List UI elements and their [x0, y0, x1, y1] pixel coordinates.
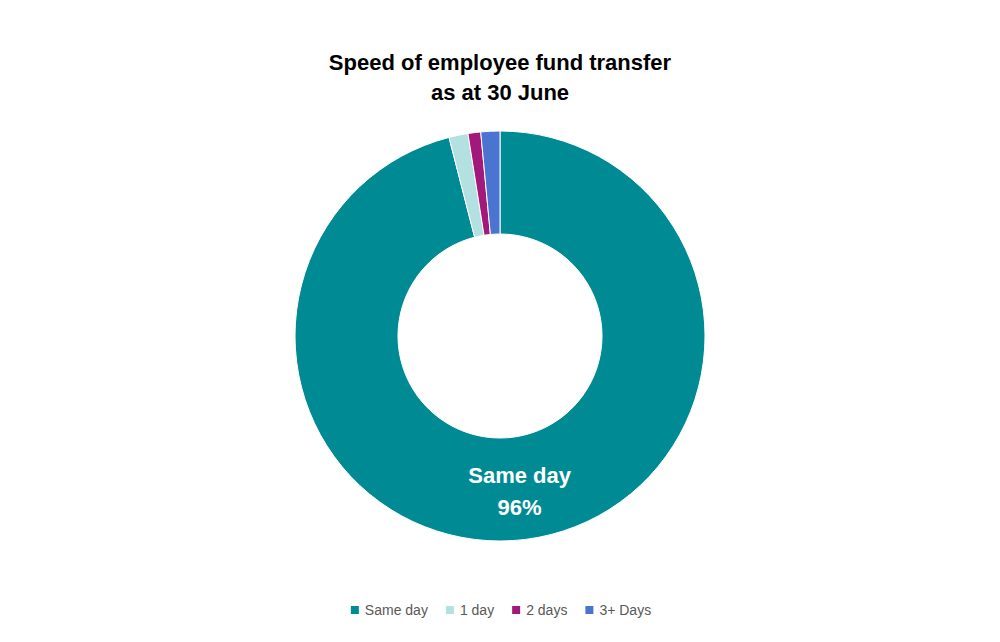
- svg-text:96%: 96%: [498, 495, 542, 520]
- svg-text:3+ Days: 3+ Days: [599, 602, 651, 618]
- svg-text:1 day: 1 day: [460, 602, 494, 618]
- svg-text:Same day: Same day: [468, 463, 571, 488]
- svg-text:Speed of employee fund transfe: Speed of employee fund transfer: [329, 50, 672, 75]
- svg-text:as at 30 June: as at 30 June: [431, 80, 569, 105]
- svg-text:2 days: 2 days: [526, 602, 567, 618]
- svg-text:Same day: Same day: [365, 602, 428, 618]
